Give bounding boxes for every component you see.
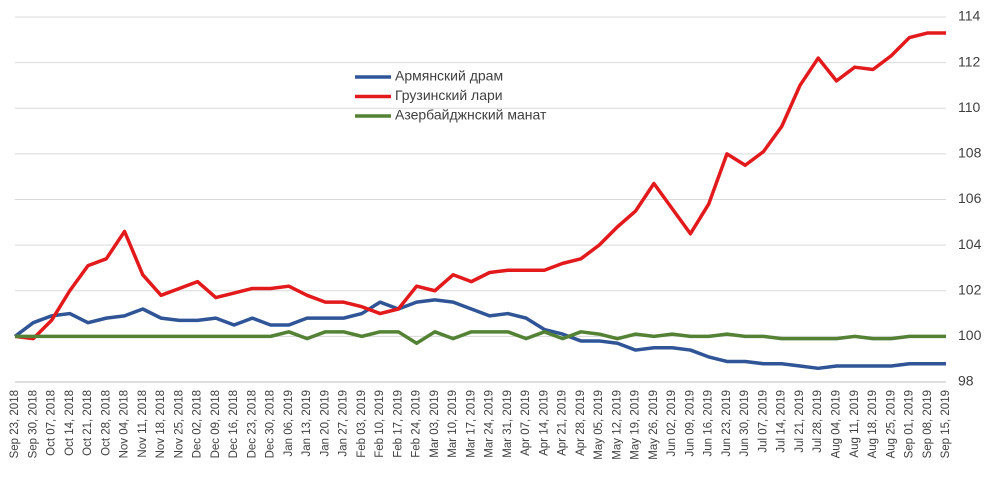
- x-tick-label: Sep 30, 2018: [27, 390, 39, 458]
- y-tick-label: 114: [958, 8, 981, 24]
- x-tick-label: Jan 20, 2019: [319, 390, 331, 457]
- x-tick-label: Jul 14, 2019: [776, 390, 788, 453]
- x-tick-label: Mar 10, 2019: [447, 390, 459, 458]
- y-tick-label: 110: [958, 99, 981, 115]
- x-tick-label: Apr 14, 2019: [538, 390, 550, 456]
- x-tick-label: Jul 28, 2019: [812, 390, 824, 453]
- x-tick-label: Jun 30, 2019: [739, 390, 751, 457]
- x-tick-label: Oct 14, 2018: [64, 390, 76, 456]
- x-tick-label: Nov 18, 2018: [155, 390, 167, 458]
- x-tick-label: Feb 17, 2019: [392, 390, 404, 458]
- x-tick-label: Dec 09, 2018: [210, 390, 222, 458]
- y-tick-label: 106: [958, 190, 982, 206]
- x-tick-label: Apr 28, 2019: [575, 390, 587, 456]
- y-tick-label: 108: [958, 145, 982, 161]
- x-tick-label: Jan 06, 2019: [283, 390, 295, 457]
- x-tick-label: Oct 07, 2018: [46, 390, 58, 456]
- x-tick-label: Mar 31, 2019: [502, 390, 514, 458]
- series-line: [14, 31, 946, 341]
- x-tick-label: Feb 03, 2019: [356, 390, 368, 458]
- x-tick-label: Feb 24, 2019: [411, 390, 423, 458]
- x-tick-label: Apr 21, 2019: [557, 390, 569, 456]
- x-tick-label: Mar 03, 2019: [429, 390, 441, 458]
- x-tick-label: Sep 15, 2019: [940, 390, 952, 458]
- y-tick-label: 112: [958, 53, 981, 69]
- x-tick-label: Nov 11, 2018: [137, 390, 149, 458]
- x-tick-label: Aug 25, 2019: [885, 390, 897, 458]
- y-tick-label: 102: [958, 281, 982, 297]
- x-tick-label: May 19, 2019: [630, 390, 642, 460]
- x-tick-label: Dec 16, 2018: [228, 390, 240, 458]
- x-tick-label: Apr 07, 2019: [520, 390, 532, 456]
- x-tick-label: Feb 10, 2019: [374, 390, 386, 458]
- x-tick-label: Oct 21, 2018: [82, 390, 94, 456]
- x-tick-label: Jul 21, 2019: [794, 390, 806, 453]
- series-line: [15, 330, 946, 345]
- legend-label: Азербайджнский манат: [395, 107, 547, 123]
- x-tick-label: Jun 16, 2019: [703, 390, 715, 457]
- x-tick-label: Jan 13, 2019: [301, 390, 313, 457]
- x-tick-label: Aug 18, 2019: [867, 390, 879, 458]
- x-tick-label: Dec 23, 2018: [246, 390, 258, 458]
- x-tick-label: Sep 01, 2019: [904, 390, 916, 458]
- x-tick-label: Jan 27, 2019: [338, 390, 350, 457]
- x-tick-label: Mar 24, 2019: [484, 390, 496, 458]
- x-tick-label: Nov 04, 2018: [119, 390, 131, 458]
- x-tick-label: Aug 04, 2019: [831, 390, 843, 458]
- x-tick-label: Nov 25, 2018: [173, 390, 185, 458]
- x-tick-label: Mar 17, 2019: [465, 390, 477, 458]
- x-tick-label: Oct 28, 2018: [100, 390, 112, 456]
- x-tick-label: Jul 07, 2019: [757, 390, 769, 453]
- series-line: [13, 298, 946, 371]
- x-tick-label: Sep 08, 2019: [922, 390, 934, 458]
- legend-label: Армянский драм: [395, 68, 503, 84]
- x-tick-label: May 12, 2019: [611, 390, 623, 460]
- y-tick-label: 104: [958, 236, 982, 252]
- x-tick-label: Jun 23, 2019: [721, 390, 733, 457]
- y-tick-label: 98: [958, 373, 974, 389]
- x-tick-label: May 05, 2019: [593, 390, 605, 460]
- legend-label: Грузинский лари: [395, 87, 503, 103]
- x-tick-label: Jun 09, 2019: [684, 390, 696, 457]
- y-tick-label: 100: [958, 327, 982, 343]
- x-tick-label: Sep 23, 2018: [9, 390, 21, 458]
- x-tick-label: Aug 11, 2019: [849, 390, 861, 458]
- x-tick-label: Dec 02, 2018: [192, 390, 204, 458]
- x-tick-label: May 26, 2019: [648, 390, 660, 460]
- x-tick-label: Jun 02, 2019: [666, 390, 678, 457]
- x-tick-label: Dec 30, 2018: [265, 390, 277, 458]
